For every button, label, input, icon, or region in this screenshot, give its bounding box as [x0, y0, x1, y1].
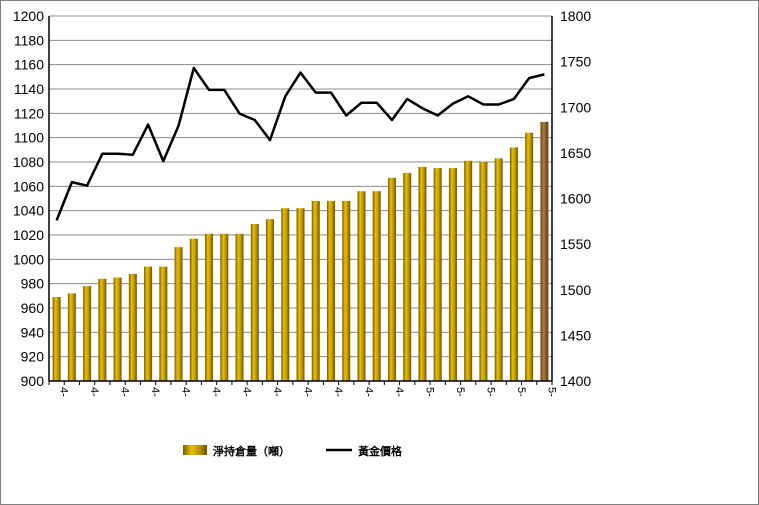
- x-tick-label: 4-: [271, 387, 283, 397]
- x-tick-label: 5-: [423, 387, 435, 397]
- bar: [403, 172, 412, 381]
- x-tick-label: 5-: [515, 387, 527, 397]
- bar: [205, 233, 214, 381]
- bar: [52, 297, 61, 381]
- x-tick-label: 4-: [119, 387, 131, 397]
- bar: [311, 200, 320, 381]
- left-tick-label: 960: [21, 300, 45, 316]
- right-tick-label: 1700: [560, 99, 591, 115]
- bar: [174, 247, 183, 381]
- x-tick-label: 4-: [180, 387, 192, 397]
- left-tick-label: 1160: [14, 57, 44, 73]
- left-tick-label: 1040: [13, 203, 44, 219]
- legend-label-line: 黃金價格: [357, 444, 403, 458]
- bar: [296, 208, 305, 381]
- right-tick-label: 1500: [560, 282, 591, 298]
- left-tick-label: 940: [21, 324, 45, 340]
- bar: [479, 162, 488, 381]
- bar: [220, 233, 229, 381]
- bar: [128, 273, 137, 381]
- left-tick-label: 920: [21, 349, 45, 365]
- bar: [83, 286, 92, 381]
- left-tick-label: 1140: [14, 81, 44, 97]
- x-tick-label: 4-: [88, 387, 100, 397]
- legend-label-bars: 淨持倉量（噸）: [213, 444, 290, 458]
- bar: [494, 158, 503, 381]
- bar: [525, 132, 534, 381]
- x-tick-label: 4-: [362, 387, 374, 397]
- bar: [98, 278, 107, 381]
- bar: [509, 147, 518, 381]
- left-tick-label: 1020: [13, 227, 44, 243]
- right-axis-ticks: 1400 1450 1500 1550 1600 1650 1700 1750 1800: [560, 8, 591, 389]
- left-tick-label: 1120: [14, 105, 44, 121]
- bar: [250, 224, 259, 381]
- bar: [326, 200, 335, 381]
- left-tick-label: 1080: [13, 154, 44, 170]
- x-axis-ticks: 4- 4- 4- 4- 4- 4- 4- 4- 4- 4- 4- 4- 5- 5- 5- 5- 5-: [58, 387, 558, 397]
- bar: [281, 208, 290, 381]
- line-series: [55, 66, 545, 221]
- legend-swatch-bars: [183, 445, 207, 455]
- bar: [448, 168, 457, 381]
- bar: [144, 266, 153, 381]
- bar: [342, 200, 351, 381]
- bar: [418, 166, 427, 381]
- bar: [235, 233, 244, 381]
- x-tick-label: 4-: [210, 387, 222, 397]
- right-tick-label: 1800: [560, 8, 591, 24]
- right-tick-label: 1650: [560, 145, 591, 161]
- bar: [159, 266, 168, 381]
- bar: [357, 191, 366, 381]
- left-tick-label: 900: [21, 373, 45, 389]
- x-tick-label: 5-: [454, 387, 466, 397]
- left-tick-label: 1000: [13, 251, 44, 267]
- left-tick-label: 1180: [14, 32, 44, 48]
- left-tick-label: 980: [21, 276, 45, 292]
- x-tick-label: 5-: [545, 387, 557, 397]
- bar: [67, 293, 76, 381]
- x-tick-label: 4-: [302, 387, 314, 397]
- bar: [266, 219, 275, 381]
- right-tick-label: 1750: [560, 54, 591, 70]
- x-tick-label: 4-: [58, 387, 70, 397]
- bar: [433, 168, 442, 381]
- x-tick-label: 4-: [332, 387, 344, 397]
- right-tick-label: 1550: [560, 236, 591, 252]
- right-tick-label: 1600: [560, 191, 591, 207]
- bar: [464, 160, 473, 381]
- x-tick-label: 4-: [149, 387, 161, 397]
- left-axis-ticks: 900 920 940 960 980 1000 1020 1040 1060 1080 1100 1…: [13, 8, 44, 389]
- axes: [48, 16, 553, 385]
- bar: [372, 191, 381, 381]
- bar: [113, 277, 122, 381]
- legend: 淨持倉量（噸） 黃金價格: [183, 444, 403, 458]
- bar: [189, 238, 198, 381]
- price-line: [55, 66, 545, 221]
- bar-series: [52, 121, 549, 381]
- bar: [540, 121, 549, 381]
- left-tick-label: 1200: [13, 8, 44, 24]
- right-tick-label: 1400: [560, 373, 591, 389]
- x-tick-label: 5-: [484, 387, 496, 397]
- bar: [387, 177, 396, 381]
- right-tick-label: 1450: [560, 327, 591, 343]
- left-tick-label: 1100: [14, 130, 44, 146]
- left-tick-label: 1060: [13, 178, 44, 194]
- x-tick-label: 4-: [241, 387, 253, 397]
- x-tick-label: 4-: [393, 387, 405, 397]
